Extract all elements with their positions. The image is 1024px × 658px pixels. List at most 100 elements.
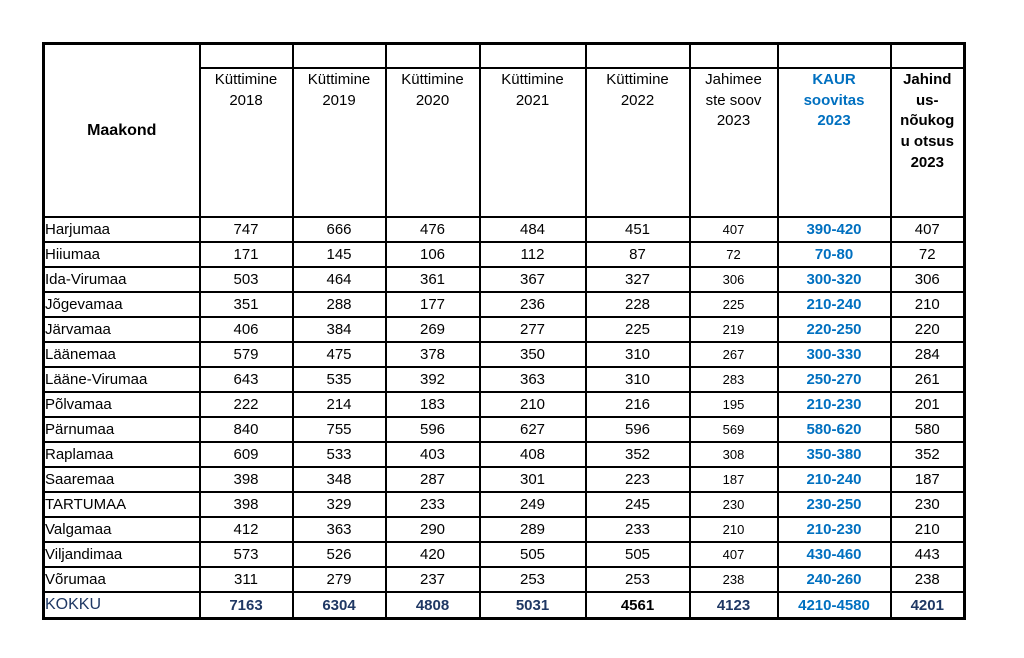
value-cell: 363 <box>478 366 587 393</box>
hunting-quota-table: Maakond Küttimine 2018 Küttimine 2019 Kütti… <box>42 42 966 620</box>
soov-value-cell: 210 <box>688 516 779 543</box>
value-cell: 253 <box>478 566 587 593</box>
value-cell: 596 <box>584 416 691 443</box>
value-cell: 840 <box>198 416 294 443</box>
header-spacer-cell <box>478 42 587 69</box>
decision-value-cell: 443 <box>889 541 966 568</box>
county-cell: Läänemaa <box>42 341 201 368</box>
header-spacer-cell <box>198 42 294 69</box>
column-header-kuttimine-2019: Küttimine 2019 <box>291 67 387 218</box>
table-header: Maakond Küttimine 2018 Küttimine 2019 Kütti… <box>42 42 966 218</box>
column-header-kuttimine-2020: Küttimine 2020 <box>384 67 481 218</box>
soov-value-cell: 72 <box>688 241 779 268</box>
value-cell: 245 <box>584 491 691 518</box>
table-body: Harjumaa 747 666 476 484 451 407 390-420 407 Hiiu… <box>42 216 966 620</box>
county-cell: Lääne-Virumaa <box>42 366 201 393</box>
kaur-range-cell: 240-260 <box>776 566 892 593</box>
kaur-range-cell: 250-270 <box>776 366 892 393</box>
value-cell: 484 <box>478 216 587 243</box>
total-row: KOKKU 7163 6304 4808 5031 4561 4123 4210-4580 42… <box>42 591 966 620</box>
table-row: Valgamaa 412 363 290 289 233 210 210-230 210 <box>42 516 966 543</box>
county-cell: Jõgevamaa <box>42 291 201 318</box>
column-header-kuttimine-2018: Küttimine 2018 <box>198 67 294 218</box>
value-cell: 269 <box>384 316 481 343</box>
soov-value-cell: 569 <box>688 416 779 443</box>
value-cell: 223 <box>584 466 691 493</box>
value-cell: 505 <box>584 541 691 568</box>
header-spacer-cell <box>384 42 481 69</box>
decision-value-cell: 230 <box>889 491 966 518</box>
value-cell: 237 <box>384 566 481 593</box>
value-cell: 406 <box>198 316 294 343</box>
kaur-range-cell: 210-230 <box>776 391 892 418</box>
header-spacer-cell <box>584 42 691 69</box>
header-spacer-cell <box>688 42 779 69</box>
table-row: Hiiumaa 171 145 106 112 87 72 70-80 72 <box>42 241 966 268</box>
soov-value-cell: 195 <box>688 391 779 418</box>
soov-value-cell: 238 <box>688 566 779 593</box>
value-cell: 183 <box>384 391 481 418</box>
decision-value-cell: 220 <box>889 316 966 343</box>
value-cell: 747 <box>198 216 294 243</box>
value-cell: 210 <box>478 391 587 418</box>
header-spacer-cell <box>291 42 387 69</box>
value-cell: 329 <box>291 491 387 518</box>
table-row: Võrumaa 311 279 237 253 253 238 240-260 238 <box>42 566 966 593</box>
value-cell: 361 <box>384 266 481 293</box>
value-cell: 755 <box>291 416 387 443</box>
value-cell: 290 <box>384 516 481 543</box>
value-cell: 451 <box>584 216 691 243</box>
county-cell: Harjumaa <box>42 216 201 243</box>
value-cell: 476 <box>384 216 481 243</box>
value-cell: 533 <box>291 441 387 468</box>
value-cell: 408 <box>478 441 587 468</box>
table-row: Järvamaa 406 384 269 277 225 219 220-250 220 <box>42 316 966 343</box>
total-value-cell: 6304 <box>291 591 387 620</box>
soov-value-cell: 308 <box>688 441 779 468</box>
value-cell: 363 <box>291 516 387 543</box>
value-cell: 233 <box>584 516 691 543</box>
value-cell: 378 <box>384 341 481 368</box>
value-cell: 350 <box>478 341 587 368</box>
decision-value-cell: 187 <box>889 466 966 493</box>
column-header-kuttimine-2021: Küttimine 2021 <box>478 67 587 218</box>
county-cell: Valgamaa <box>42 516 201 543</box>
value-cell: 311 <box>198 566 294 593</box>
value-cell: 288 <box>291 291 387 318</box>
value-cell: 277 <box>478 316 587 343</box>
value-cell: 398 <box>198 466 294 493</box>
kaur-range-cell: 210-240 <box>776 291 892 318</box>
value-cell: 225 <box>584 316 691 343</box>
value-cell: 310 <box>584 341 691 368</box>
value-cell: 310 <box>584 366 691 393</box>
total-value-cell: 5031 <box>478 591 587 620</box>
soov-value-cell: 407 <box>688 541 779 568</box>
value-cell: 579 <box>198 341 294 368</box>
value-cell: 145 <box>291 241 387 268</box>
column-header-kuttimine-2022: Küttimine 2022 <box>584 67 691 218</box>
county-cell: Hiiumaa <box>42 241 201 268</box>
value-cell: 214 <box>291 391 387 418</box>
value-cell: 171 <box>198 241 294 268</box>
decision-value-cell: 72 <box>889 241 966 268</box>
value-cell: 87 <box>584 241 691 268</box>
table-row: Saaremaa 398 348 287 301 223 187 210-240 187 <box>42 466 966 493</box>
value-cell: 384 <box>291 316 387 343</box>
header-spacer-row: Maakond <box>42 42 966 218</box>
value-cell: 249 <box>478 491 587 518</box>
total-value-cell: 4808 <box>384 591 481 620</box>
soov-value-cell: 283 <box>688 366 779 393</box>
value-cell: 352 <box>584 441 691 468</box>
decision-value-cell: 352 <box>889 441 966 468</box>
table-row: Ida-Virumaa 503 464 361 367 327 306 300-320 306 <box>42 266 966 293</box>
total-value-cell: 4123 <box>688 591 779 620</box>
table-row: Pärnumaa 840 755 596 627 596 569 580-620 580 <box>42 416 966 443</box>
value-cell: 596 <box>384 416 481 443</box>
value-cell: 233 <box>384 491 481 518</box>
county-cell: Raplamaa <box>42 441 201 468</box>
value-cell: 573 <box>198 541 294 568</box>
column-header-jahimeeste-soov-2023: Jahimee ste soov 2023 <box>688 67 779 218</box>
value-cell: 112 <box>478 241 587 268</box>
kaur-range-cell: 580-620 <box>776 416 892 443</box>
